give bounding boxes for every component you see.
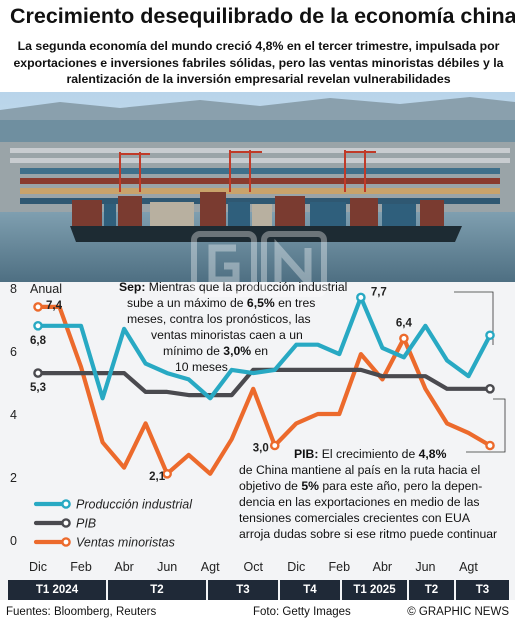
data-label: 6,8	[30, 335, 47, 347]
data-label: 7,4	[46, 300, 63, 312]
pib-annotation-text: para este año, pero la depen-	[318, 479, 483, 493]
sep-annotation-text: sube a un máximo de	[127, 296, 247, 310]
sources-credit: Fuentes: Bloomberg, Reuters	[6, 606, 157, 618]
footer: Fuentes: Bloomberg, Reuters Foto: Getty …	[0, 600, 515, 625]
data-label: 6,4	[396, 317, 413, 329]
sep-annotation-text: en tres	[274, 296, 316, 310]
x-tick-label: Dic	[29, 560, 47, 574]
x-tick-label: Abr	[373, 560, 392, 574]
x-tick-label: Abr	[114, 560, 133, 574]
x-tick-label: Jun	[157, 560, 177, 574]
data-labels: 6,8 7,7 5,3 7,4 2,1 3,0 6,4	[30, 286, 412, 482]
period-t2-2024: T2	[108, 580, 206, 600]
callout-lines	[454, 291, 506, 453]
pib-annotation-text: de China mantiene al país en la ruta hac…	[239, 463, 481, 477]
x-tick-label: Feb	[329, 560, 351, 574]
period-t4-2024: T4	[280, 580, 340, 600]
data-label: 2,1	[149, 471, 166, 483]
sep-annotation-text: ventas minoristas caen a un	[151, 328, 303, 342]
sep-annotation-value: 3,0%	[223, 344, 252, 358]
series-endpoint-marker	[33, 368, 43, 378]
pib-annotation: PIB: El crecimiento de 4,8% de China man…	[239, 446, 511, 542]
port-photo	[0, 92, 515, 282]
data-label: 3,0	[253, 443, 269, 455]
legend-label: Ventas minoristas	[76, 536, 175, 550]
series-point-marker	[162, 469, 172, 479]
period-t1-2024: T1 2024	[8, 580, 106, 600]
period-band: T1 2024 T2 T3 T4 T1 2025 T2 T3	[8, 580, 509, 600]
pib-annotation-text: El crecimiento de	[318, 447, 419, 461]
pib-annotation-text: objetivo de	[239, 479, 302, 493]
header: Crecimiento desequilibrado de la economí…	[0, 0, 515, 92]
sep-annotation-text: 10 meses	[175, 360, 228, 374]
data-label: 7,7	[371, 286, 387, 298]
sep-callout-line	[454, 291, 494, 345]
period-t3-2024: T3	[208, 580, 278, 600]
pib-annotation-text: dencia en las exportaciones en medio de …	[239, 495, 480, 509]
series-line-0	[35, 295, 493, 401]
page-subtitle: La segunda economía del mundo creció 4,8…	[13, 39, 504, 86]
y-axis-label: Anual	[30, 282, 62, 296]
data-label: 5,3	[30, 382, 46, 394]
legend-swatch-marker	[61, 537, 71, 547]
sep-annotation-text: Mientras que la producción industrial	[145, 280, 348, 294]
series-point-marker	[399, 333, 409, 344]
y-tick-label: 2	[10, 471, 17, 485]
series-endpoint-marker	[33, 321, 43, 331]
sep-annotation-text: en	[251, 344, 269, 358]
pib-annotation-text: arroja dudas sobre si ese ritmo puede co…	[239, 527, 498, 541]
x-axis-ticks: Dic Feb Abr Jun Agt Oct Dic Feb Abr Jun Agt	[29, 560, 478, 574]
y-tick-label: 4	[10, 408, 17, 422]
y-axis-ticks: 0 2 4 6 8	[10, 282, 17, 548]
sep-annotation-lead: Sep:	[119, 280, 146, 294]
legend: Producción industrial PIB Ventas minorista…	[33, 498, 193, 550]
legend-label: PIB	[76, 517, 96, 531]
pib-annotation-value: 4,8%	[418, 447, 447, 461]
pib-annotation-lead: PIB:	[294, 447, 319, 461]
x-tick-label: Agt	[201, 560, 220, 574]
x-tick-label: Oct	[244, 560, 264, 574]
sep-annotation-text: mínimo de	[163, 344, 224, 358]
sep-annotation-value: 6,5%	[246, 296, 275, 310]
series-point-marker	[356, 292, 366, 303]
legend-label: Producción industrial	[76, 498, 193, 512]
series-line-2	[35, 304, 493, 476]
pib-annotation-text: tensiones comerciales crecientes con EUA	[239, 511, 470, 525]
period-t2-2025: T2	[409, 580, 454, 600]
sep-annotation-text: meses, contra los pronósticos, las	[127, 312, 311, 326]
series-endpoint-marker	[485, 384, 495, 394]
y-tick-label: 0	[10, 534, 17, 548]
x-tick-label: Agt	[459, 560, 478, 574]
page-title: Crecimiento desequilibrado de la economí…	[10, 4, 515, 28]
line-chart: Anual 0 2 4 6 8 Dic Feb Abr Jun Agt Oct Dic Feb Abr J…	[10, 282, 506, 574]
period-t1-2025: T1 2025	[342, 580, 407, 600]
y-tick-label: 8	[10, 282, 17, 296]
x-tick-label: Jun	[415, 560, 435, 574]
port-photo-illustration	[0, 92, 515, 282]
legend-swatch-marker	[61, 499, 71, 509]
legend-swatch-marker	[61, 518, 71, 528]
series-lines	[33, 292, 495, 479]
sep-annotation: Sep: Mientras que la producción industri…	[119, 279, 459, 375]
gn-watermark-logo	[191, 231, 327, 297]
series-point-marker	[269, 440, 280, 451]
pib-annotation-value: 5%	[301, 479, 319, 493]
x-tick-label: Feb	[70, 560, 92, 574]
brand-credit: © GRAPHIC NEWS	[407, 606, 509, 618]
series-endpoint-marker	[485, 330, 495, 341]
series-endpoint-marker	[33, 302, 43, 312]
period-t3-2025: T3	[456, 580, 509, 600]
x-tick-label: Dic	[287, 560, 305, 574]
series-endpoint-marker	[485, 440, 495, 451]
y-tick-label: 6	[10, 345, 17, 359]
chart-area: Anual 0 2 4 6 8 Dic Feb Abr Jun Agt Oct Dic Feb Abr J…	[0, 279, 515, 582]
pib-callout-line	[466, 398, 506, 453]
photo-credit: Foto: Getty Images	[253, 606, 351, 618]
